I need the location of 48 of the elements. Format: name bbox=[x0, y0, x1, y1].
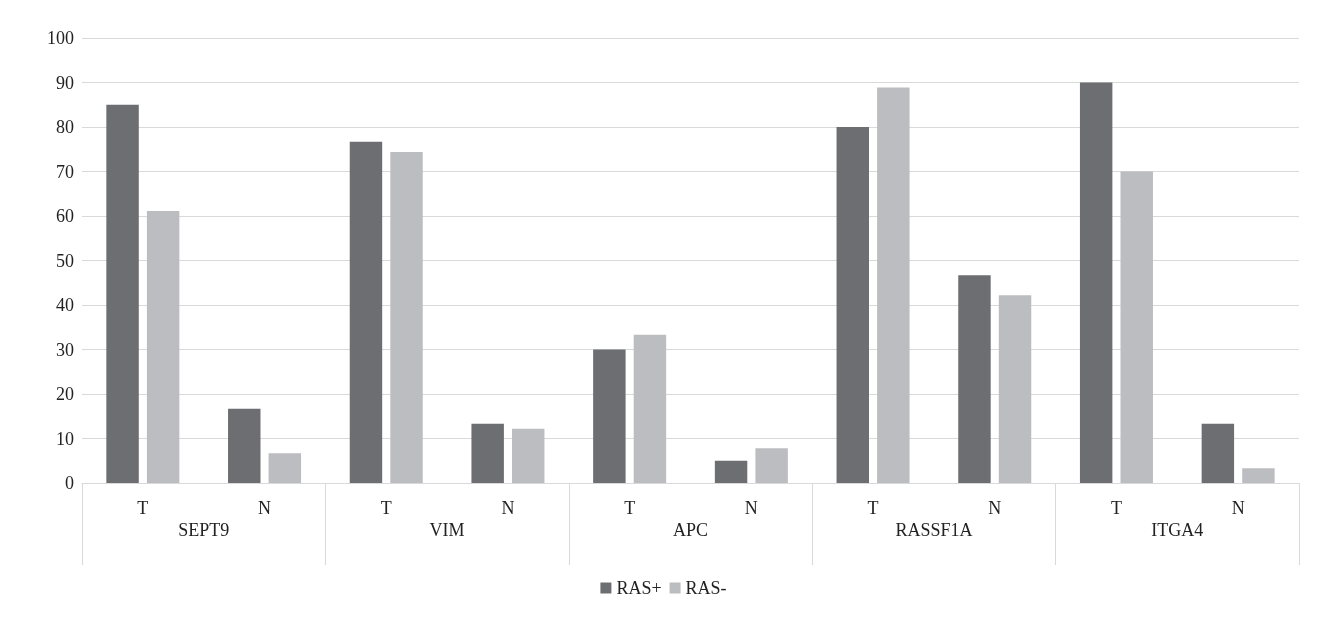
y-tick-label: 10 bbox=[56, 428, 74, 449]
bar bbox=[714, 460, 748, 483]
text: RASSF1A bbox=[895, 520, 973, 540]
bar bbox=[146, 211, 180, 483]
bar bbox=[268, 453, 302, 483]
y-tick-label: 40 bbox=[56, 295, 74, 315]
y-tick-label: 30 bbox=[56, 339, 74, 360]
bar bbox=[228, 408, 261, 483]
x-tick-label: N bbox=[258, 498, 272, 518]
bar bbox=[471, 423, 504, 483]
y-tick-label: 20 bbox=[56, 384, 74, 404]
bar bbox=[998, 295, 1032, 483]
y-tick-label: 70 bbox=[56, 161, 74, 182]
bar bbox=[1242, 468, 1275, 483]
text: ITGA4 bbox=[1151, 520, 1204, 540]
x-tick-label: N bbox=[1231, 498, 1245, 518]
y-tick-label: 0 bbox=[65, 473, 74, 493]
y-tick-label: 50 bbox=[56, 250, 74, 271]
text: SEPT9 bbox=[178, 520, 230, 540]
bar bbox=[390, 151, 423, 483]
bar bbox=[106, 104, 139, 483]
text: VIM bbox=[429, 520, 465, 540]
bar bbox=[836, 127, 869, 483]
x-tick-label: N bbox=[744, 498, 758, 518]
y-tick-label: 90 bbox=[56, 72, 74, 93]
bar bbox=[633, 334, 667, 483]
bar bbox=[1079, 82, 1113, 483]
y-tick-label: 80 bbox=[56, 117, 74, 137]
x-tick-label: N bbox=[501, 498, 515, 518]
x-tick-label: T bbox=[380, 498, 392, 518]
bar bbox=[958, 275, 991, 483]
x-tick-label: T bbox=[867, 498, 879, 518]
bar bbox=[1201, 423, 1235, 483]
y-tick-label: 100 bbox=[47, 28, 74, 48]
x-tick-label: T bbox=[1110, 498, 1122, 518]
legend-label: RAS- bbox=[685, 578, 727, 598]
text: APC bbox=[672, 520, 709, 540]
x-tick-label: N bbox=[988, 498, 1002, 518]
bar bbox=[877, 87, 910, 483]
bar bbox=[512, 428, 545, 483]
bar bbox=[593, 349, 626, 483]
bar bbox=[1120, 171, 1153, 483]
bar bbox=[349, 141, 383, 483]
x-tick-label: T bbox=[137, 498, 149, 518]
x-tick-label: T bbox=[624, 498, 636, 518]
y-tick-label: 60 bbox=[56, 206, 74, 226]
bar bbox=[755, 448, 788, 483]
legend-label: RAS+ bbox=[616, 578, 662, 598]
